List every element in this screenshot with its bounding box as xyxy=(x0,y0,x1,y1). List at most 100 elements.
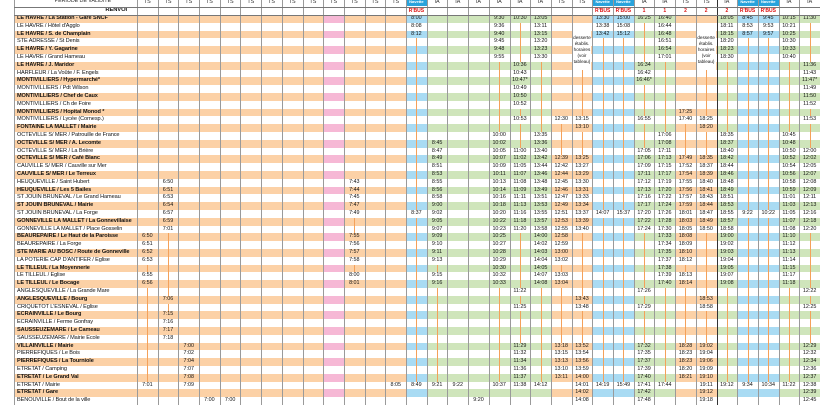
pass-through-line xyxy=(685,327,687,335)
stop-name: LE HAVRE / Hôtel d'Agglo xyxy=(17,22,80,29)
pass-through-line xyxy=(540,327,542,335)
time-cell xyxy=(282,179,303,187)
stop-name: MONTIVILLIERS / Hypermarché* xyxy=(17,77,100,84)
column-period-header: IA xyxy=(786,0,792,5)
time-cell xyxy=(654,397,675,405)
pass-through-line xyxy=(768,366,770,374)
time-cell: 13:49 xyxy=(530,186,551,195)
time-cell xyxy=(219,280,241,288)
time-cell: 10:05 xyxy=(492,147,506,154)
time-cell: 8:45 xyxy=(426,139,448,148)
time-cell xyxy=(426,327,448,335)
time-cell xyxy=(261,179,282,187)
pass-through-line xyxy=(602,366,604,374)
time-cell xyxy=(654,288,675,296)
time-cell: 10:15 xyxy=(778,15,800,23)
time-cell xyxy=(178,226,199,234)
time-cell xyxy=(199,311,220,320)
time-cell xyxy=(757,295,779,304)
time-cell: 10:52 xyxy=(778,155,800,164)
stop-name: OCTEVILLE S/ MER / La Brière xyxy=(17,147,94,154)
time-cell: 13:13 xyxy=(550,358,572,366)
time-cell xyxy=(220,132,241,140)
time-cell xyxy=(757,249,779,257)
time-cell xyxy=(199,210,220,218)
time-cell: 12:58 xyxy=(550,233,572,242)
column-divider xyxy=(178,0,180,405)
time-cell xyxy=(489,319,510,327)
column-divider xyxy=(613,0,615,405)
pass-through-line xyxy=(602,373,604,382)
time-cell xyxy=(530,311,551,320)
time-cell xyxy=(343,77,365,86)
time-cell: 13:31 xyxy=(571,186,593,195)
column-renvoi xyxy=(323,7,344,15)
pass-through-line xyxy=(499,342,501,351)
time-cell xyxy=(551,303,572,312)
pass-through-line xyxy=(540,319,542,327)
time-cell xyxy=(468,272,489,280)
time-cell xyxy=(406,69,427,78)
time-cell xyxy=(364,15,386,23)
pass-through-line xyxy=(540,69,542,78)
pass-through-line xyxy=(602,272,604,281)
time-cell: 16:44 xyxy=(658,22,672,29)
time-cell xyxy=(551,288,572,296)
stop-row-stripe xyxy=(14,373,137,382)
pass-through-line xyxy=(706,280,708,288)
column-renvoi xyxy=(365,7,386,15)
time-cell: 13:30 xyxy=(592,15,614,23)
time-cell xyxy=(323,202,344,210)
pass-through-line xyxy=(623,256,625,265)
pass-through-line xyxy=(809,46,811,54)
time-cell xyxy=(737,373,758,382)
time-cell xyxy=(199,373,220,382)
time-cell xyxy=(281,186,303,195)
stop-row-stripe xyxy=(14,124,137,132)
pass-through-line xyxy=(416,85,418,93)
time-cell xyxy=(406,319,427,327)
time-cell: 17:22 xyxy=(658,194,672,201)
stop-row-stripe xyxy=(14,61,137,70)
pass-through-line xyxy=(540,342,542,351)
time-cell: 13:23 xyxy=(530,46,551,54)
time-cell xyxy=(592,38,613,47)
time-cell xyxy=(261,132,282,140)
time-cell xyxy=(675,327,696,335)
time-cell xyxy=(717,366,738,374)
column-renvoi xyxy=(799,7,820,15)
time-cell xyxy=(282,335,303,343)
time-cell xyxy=(323,233,344,242)
time-cell: 17:28 xyxy=(654,217,676,226)
time-cell xyxy=(158,288,179,296)
time-cell: 11:11 xyxy=(513,194,527,201)
pass-through-line xyxy=(747,155,749,164)
stop-row-stripe xyxy=(14,342,137,351)
pass-through-line xyxy=(147,319,149,327)
time-cell xyxy=(199,350,220,358)
time-cell xyxy=(675,70,696,78)
time-cell: 10:53 xyxy=(513,116,527,123)
time-cell xyxy=(675,23,696,31)
time-cell xyxy=(364,155,386,164)
time-cell xyxy=(220,70,241,78)
time-cell xyxy=(261,54,282,62)
time-cell xyxy=(385,194,406,202)
time-cell xyxy=(799,319,820,327)
time-cell: 17:06 xyxy=(658,132,672,138)
time-cell: 17:35 xyxy=(637,350,651,357)
desserte-note: desserte établis. horaires (voir tableau… xyxy=(572,30,592,70)
time-cell xyxy=(406,178,427,187)
pass-through-line xyxy=(768,163,770,171)
time-cell: 8:49 xyxy=(426,155,448,164)
time-cell: 17:40 xyxy=(678,116,693,123)
time-cell xyxy=(303,241,324,249)
time-cell xyxy=(344,319,365,327)
pass-through-line xyxy=(623,311,625,320)
time-cell xyxy=(717,69,738,78)
time-cell xyxy=(737,186,758,195)
time-cell: 7:04 xyxy=(178,358,200,366)
time-cell xyxy=(365,194,386,202)
time-cell: 10:20 xyxy=(492,210,506,216)
time-cell: 10:14 xyxy=(488,186,510,195)
